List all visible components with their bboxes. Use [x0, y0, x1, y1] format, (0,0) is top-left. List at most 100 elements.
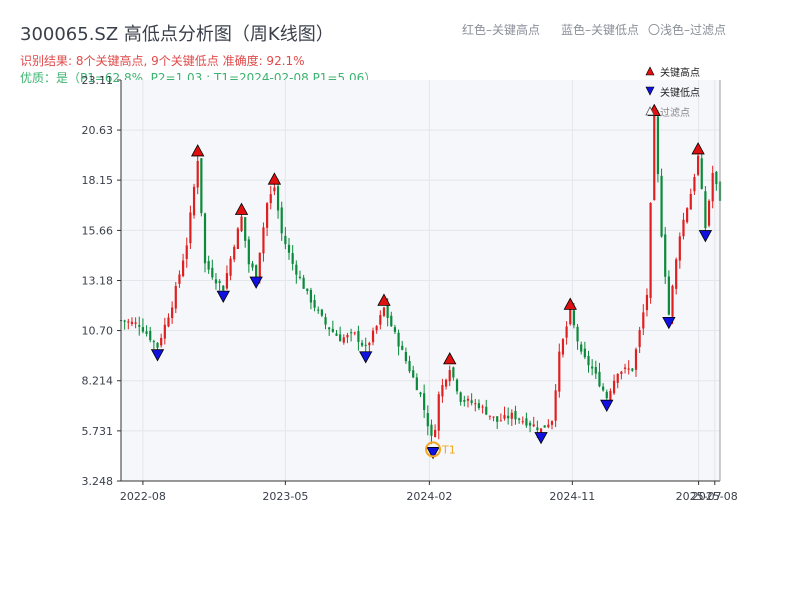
candle-body: [276, 186, 280, 211]
candle: [642, 304, 645, 336]
candle: [612, 374, 616, 395]
candle-body: [660, 175, 663, 237]
candle-body: [192, 186, 196, 216]
candle-body: [605, 391, 608, 399]
key-high-marker: [563, 297, 577, 310]
candle: [375, 324, 378, 334]
candle-body: [620, 371, 623, 374]
candle: [576, 323, 579, 350]
candle-body: [404, 351, 407, 362]
candle-body: [189, 212, 192, 244]
y-tick-label: 3.248: [82, 475, 114, 488]
candle-body: [138, 325, 141, 327]
candle-body: [638, 330, 641, 348]
candle-body: [218, 281, 221, 283]
key-high-marker: [234, 202, 249, 215]
candle-body: [167, 317, 170, 327]
candle: [306, 288, 309, 295]
candle-body: [339, 334, 342, 342]
candle-body: [700, 158, 703, 189]
candle-body: [408, 360, 411, 372]
candle-body: [434, 429, 437, 437]
candle-body: [178, 274, 181, 284]
candle-body: [463, 400, 466, 402]
candle: [123, 319, 126, 330]
candle-body: [496, 416, 499, 422]
candle: [244, 217, 247, 248]
candle-body: [342, 337, 345, 343]
candle-body: [353, 332, 356, 334]
candle: [550, 420, 554, 430]
candle: [339, 326, 342, 342]
candle: [696, 153, 700, 177]
candle: [591, 359, 594, 376]
candle-body: [123, 320, 126, 322]
grid-lines: [121, 80, 720, 481]
candle-body: [528, 422, 532, 426]
key-low-marker: [216, 290, 230, 303]
candle-body: [689, 193, 692, 210]
candle: [623, 363, 627, 374]
candle-body: [539, 428, 543, 434]
top-legend-low: 蓝色–关键低点: [561, 23, 640, 37]
candle-body: [127, 321, 130, 323]
candle: [404, 347, 407, 364]
candle: [331, 320, 334, 333]
candle: [276, 179, 280, 219]
candle: [653, 112, 656, 201]
candle-body: [397, 332, 400, 347]
candle: [225, 265, 229, 290]
candle-body: [251, 263, 254, 268]
candle: [715, 170, 718, 191]
candle: [291, 245, 294, 271]
candle-body: [419, 392, 422, 395]
candle-body: [441, 385, 444, 397]
candle-body: [225, 273, 229, 289]
candle: [342, 334, 345, 345]
candle: [434, 424, 437, 438]
x-tick-label: 2022-08: [120, 490, 166, 503]
candle: [360, 339, 364, 348]
candle: [233, 244, 236, 263]
candle: [682, 212, 685, 240]
candle: [320, 308, 323, 318]
candle-body: [591, 366, 594, 369]
candle: [616, 373, 619, 389]
candle-body: [444, 379, 448, 387]
candle: [152, 339, 155, 349]
candle: [481, 404, 484, 414]
candle: [247, 236, 250, 273]
candle-body: [291, 253, 294, 264]
candle: [554, 383, 557, 428]
candle: [455, 378, 459, 395]
candle-body: [324, 317, 327, 325]
candle: [181, 253, 185, 278]
candle-body: [211, 267, 214, 278]
chart-title: 300065.SZ 高低点分析图（周K线图）: [20, 24, 334, 45]
candle-body: [222, 285, 225, 291]
axes: 3.248 5.731 8.214 10.70 13.18 15.66 18.15 20.63…: [82, 74, 738, 503]
candle: [127, 318, 130, 330]
candle-body: [335, 333, 338, 336]
candle-body: [287, 244, 291, 253]
candle-body: [306, 288, 309, 291]
candle: [459, 391, 462, 406]
candle: [580, 341, 583, 355]
legend-low-symbol: [645, 86, 655, 96]
candle: [415, 373, 418, 391]
candle: [214, 273, 218, 290]
candle: [521, 416, 524, 425]
y-tick-label: 18.15: [82, 174, 114, 187]
candle-body: [152, 341, 155, 343]
candle: [510, 409, 513, 426]
candle-body: [265, 203, 269, 228]
candle-body: [423, 393, 426, 411]
candle: [602, 383, 605, 392]
candle: [379, 310, 382, 330]
key-low-marker: [150, 349, 165, 362]
candle-body: [364, 344, 367, 346]
candle-body: [437, 394, 440, 431]
candle: [645, 288, 649, 317]
candle-body: [382, 307, 386, 316]
